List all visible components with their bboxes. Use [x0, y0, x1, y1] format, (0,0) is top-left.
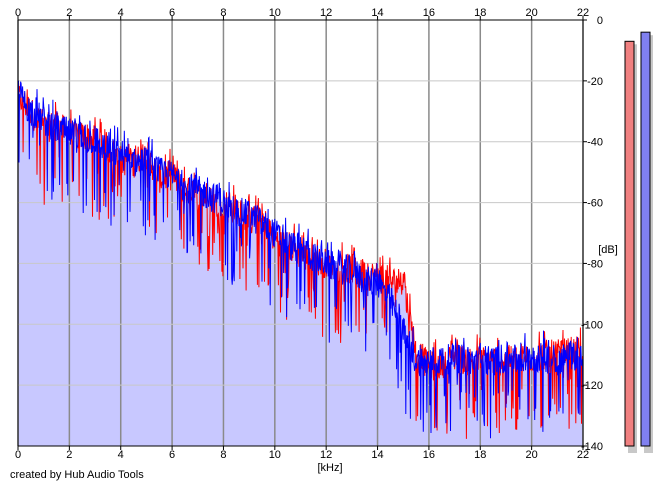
x-tick-label-bottom: 2 — [66, 449, 72, 461]
x-tick-label-top: 10 — [269, 7, 281, 19]
plot-frame — [17, 19, 584, 447]
grid — [17, 19, 584, 447]
y-tick-label: -80 — [587, 258, 603, 270]
x-tick-label-bottom: 10 — [269, 449, 281, 461]
x-tick-label-bottom: 0 — [15, 449, 21, 461]
y-tick-label: -100 — [581, 319, 603, 331]
y-tick-label: -40 — [587, 137, 603, 149]
x-tick-label-top: 2 — [66, 7, 72, 19]
x-tick-label-bottom: 20 — [526, 449, 538, 461]
x-tick-label-top: 22 — [577, 7, 589, 19]
y-axis-label: [dB] — [598, 244, 618, 256]
credit-text: created by Hub Audio Tools — [10, 469, 144, 481]
x-tick-label-bottom: 8 — [220, 449, 226, 461]
x-tick-label-top: 18 — [474, 7, 486, 19]
x-tick-label-bottom: 14 — [371, 449, 383, 461]
x-tick-label-top: 4 — [118, 7, 124, 19]
x-tick-label-top: 20 — [526, 7, 538, 19]
x-tick-label-bottom: 18 — [474, 449, 486, 461]
x-tick-label-top: 16 — [423, 7, 435, 19]
x-tick-label-top: 6 — [169, 7, 175, 19]
x-tick-label-bottom: 4 — [118, 449, 124, 461]
x-tick-label-bottom: 6 — [169, 449, 175, 461]
x-axis-label: [kHz] — [317, 462, 342, 474]
y-tick-label: -60 — [587, 198, 603, 210]
y-tick-label: -120 — [581, 380, 603, 392]
x-tick-label-top: 14 — [371, 7, 383, 19]
y-tick-label: 0 — [597, 15, 603, 27]
level-meter-bar — [624, 40, 635, 447]
x-tick-label-top: 0 — [15, 7, 21, 19]
x-tick-label-top: 8 — [220, 7, 226, 19]
x-tick-label-top: 12 — [320, 7, 332, 19]
series-lines — [17, 80, 584, 439]
level-meter-bar — [640, 31, 651, 447]
x-tick-label-bottom: 16 — [423, 449, 435, 461]
x-tick-label-bottom: 22 — [577, 449, 589, 461]
y-tick-label: -140 — [581, 441, 603, 453]
y-tick-label: -20 — [587, 76, 603, 88]
level-meters — [624, 31, 653, 454]
x-tick-label-bottom: 12 — [320, 449, 332, 461]
series-line — [17, 80, 584, 439]
axes: 002244668810101212141416161818202022220-… — [15, 7, 603, 461]
